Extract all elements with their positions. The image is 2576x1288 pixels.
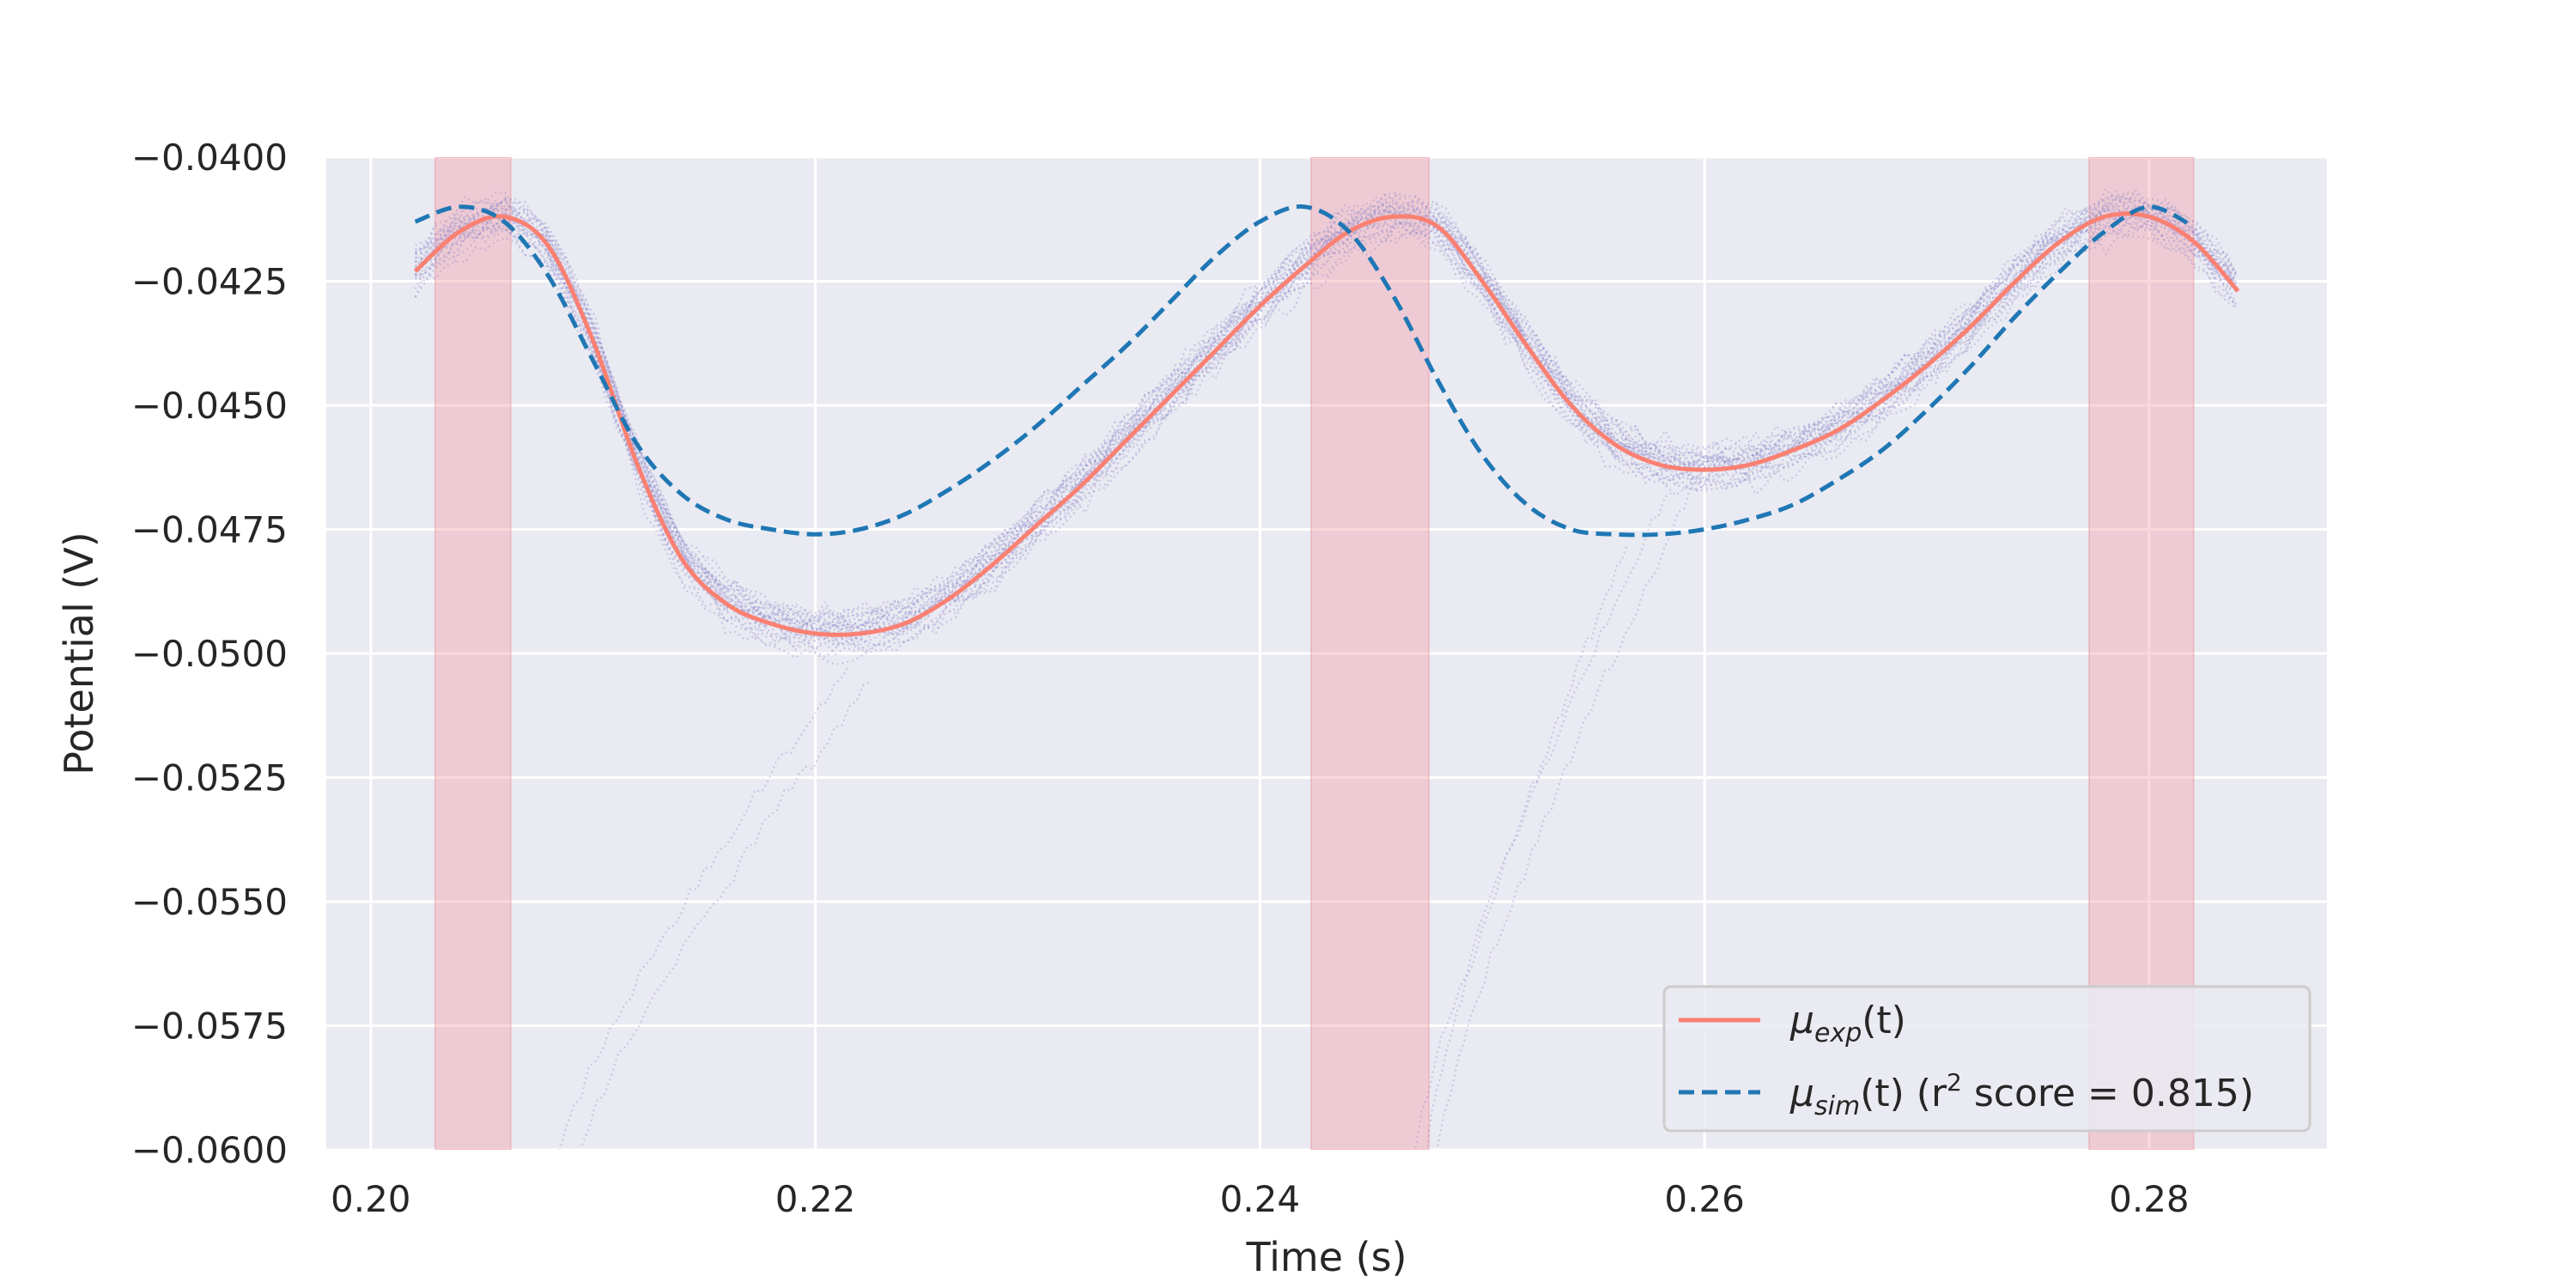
trial-trace [415,205,2237,640]
trial-trace [415,206,2237,641]
legend-exp-label: μexp(t) [1789,999,1906,1048]
trial-trace [415,187,2237,626]
legend-sim-label: μsim(t) (r2 score = 0.815) [1789,1068,2254,1121]
trial-trace [414,198,2237,635]
trial-trace [415,196,2237,635]
trial-trace [1425,545,1628,1150]
y-tick-label: −0.0600 [131,1129,288,1171]
x-tick-label: 0.26 [1664,1178,1745,1220]
trial-trace [414,208,2237,639]
trial-trace [415,201,2237,629]
trial-trace [1414,492,1672,1149]
series-lines [413,204,2240,637]
y-tick-label: −0.0475 [131,509,288,551]
x-tick-label: 0.20 [331,1178,411,1220]
shaded-interval [1309,157,1431,1150]
y-tick-label: −0.0400 [131,137,288,179]
trial-trace [415,206,2237,640]
y-tick-label: −0.0500 [131,633,288,675]
y-tick-label: −0.0550 [131,881,288,923]
trial-trace [415,197,2237,631]
y-tick-label: −0.0575 [131,1005,288,1048]
y-axis-label: Potential (V) [56,532,102,775]
x-tick-labels: 0.20 0.22 0.24 0.26 0.28 [331,1178,2190,1220]
legend: μexp(t) μsim(t) (r2 score = 0.815) [1662,985,2312,1133]
trial-trace [1437,460,1706,1147]
trial-trace [580,680,872,1146]
x-tick-label: 0.24 [1220,1178,1301,1220]
legend-box [1662,985,2312,1133]
x-tick-label: 0.22 [775,1178,856,1220]
x-axis-label: Time (s) [1245,1234,1406,1280]
shaded-interval [434,157,512,1150]
trial-trace [415,208,2237,642]
y-tick-label: −0.0525 [131,757,288,799]
trial-trace [414,228,2237,665]
series-sim-line [414,204,2195,538]
series-exp-line [413,211,2240,637]
x-tick-label: 0.28 [2109,1178,2190,1220]
y-tick-label: −0.0450 [131,385,288,427]
trial-trace [414,218,2237,659]
trial-trace [414,222,2237,656]
y-tick-label: −0.0425 [131,261,288,303]
shaded-interval [2087,157,2195,1150]
trial-trace [414,192,2237,624]
y-tick-labels: −0.0400 −0.0425 −0.0450 −0.0475 −0.0500 −0.05… [131,137,288,1171]
grid [326,155,2327,1151]
